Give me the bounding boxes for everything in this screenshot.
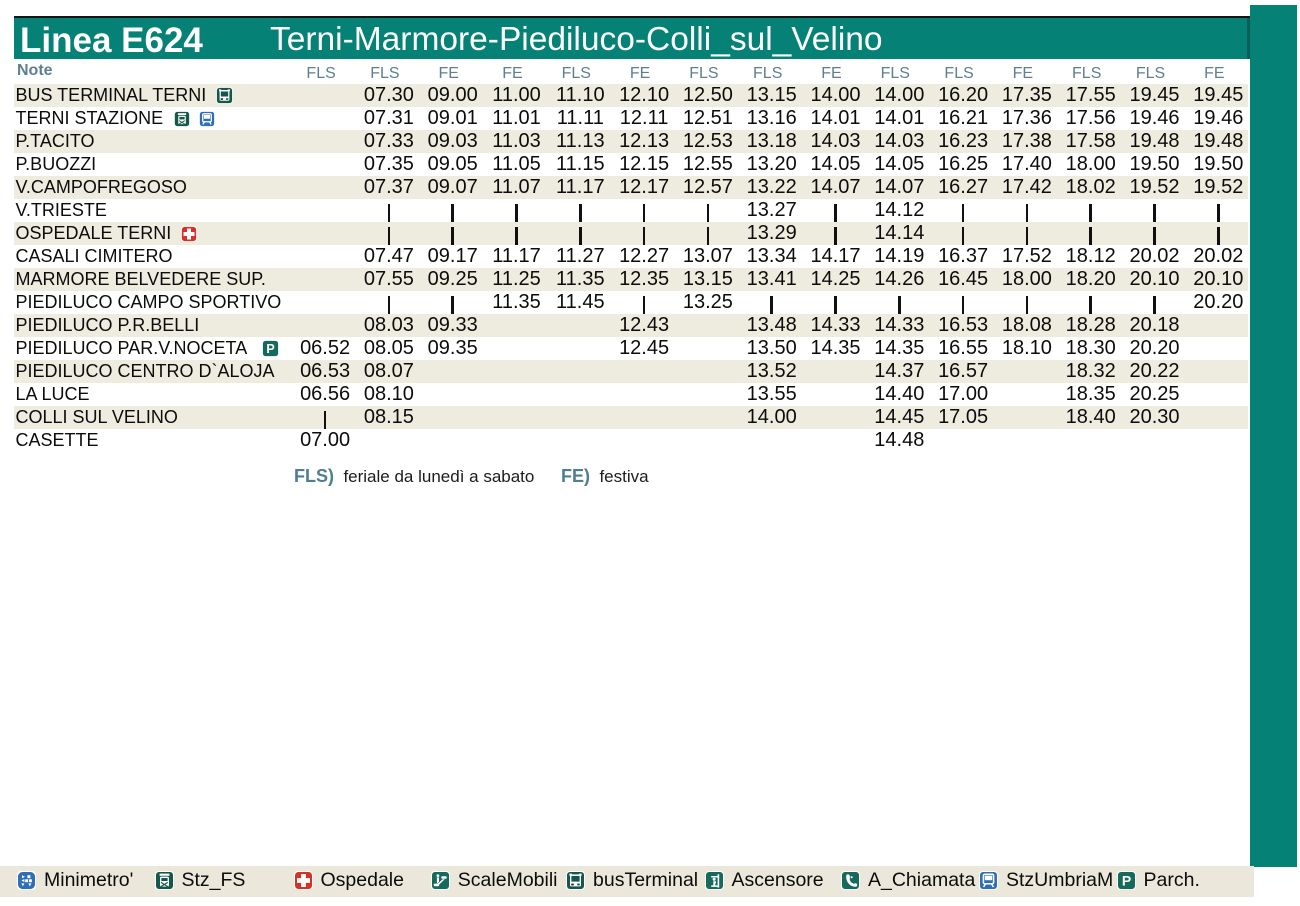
svg-text:P: P	[1121, 872, 1130, 888]
svg-text:P: P	[266, 342, 274, 356]
